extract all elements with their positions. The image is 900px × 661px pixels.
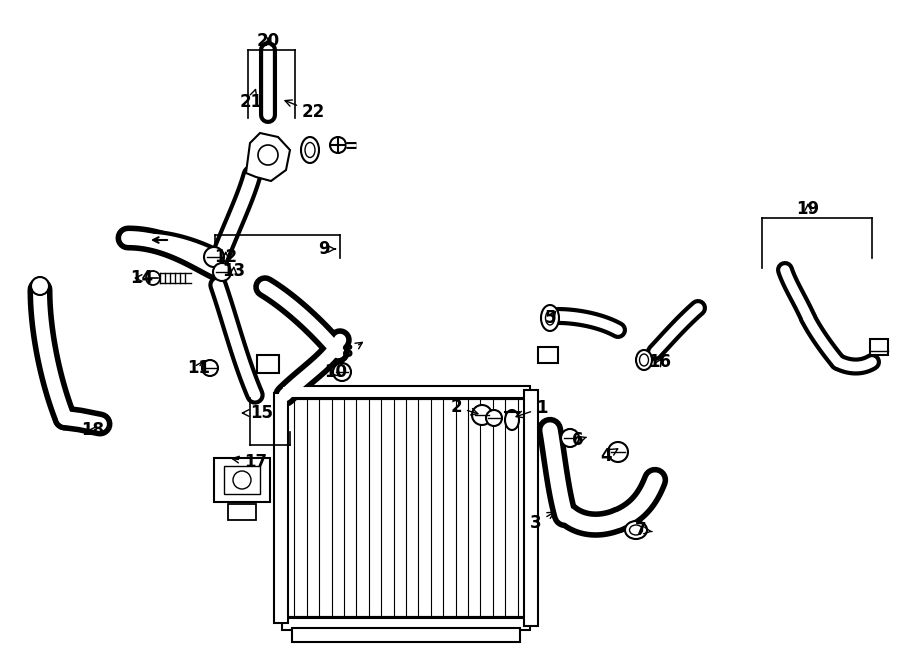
Ellipse shape bbox=[541, 305, 559, 331]
Circle shape bbox=[258, 145, 278, 165]
Bar bbox=[524, 390, 538, 626]
Bar bbox=[292, 628, 520, 642]
Circle shape bbox=[333, 363, 351, 381]
Text: 19: 19 bbox=[796, 200, 820, 218]
Text: 2: 2 bbox=[450, 398, 478, 416]
Text: 15: 15 bbox=[242, 404, 273, 422]
Circle shape bbox=[146, 271, 160, 285]
Circle shape bbox=[204, 247, 224, 267]
Ellipse shape bbox=[563, 429, 577, 447]
Circle shape bbox=[233, 471, 251, 489]
Ellipse shape bbox=[505, 410, 519, 430]
Polygon shape bbox=[282, 398, 530, 618]
Circle shape bbox=[472, 405, 492, 425]
Polygon shape bbox=[246, 133, 290, 181]
Bar bbox=[228, 504, 256, 520]
Circle shape bbox=[486, 410, 502, 426]
Text: 5: 5 bbox=[545, 309, 556, 327]
Text: 3: 3 bbox=[530, 512, 554, 532]
Circle shape bbox=[608, 442, 628, 462]
Text: 10: 10 bbox=[324, 363, 347, 381]
Text: 11: 11 bbox=[187, 359, 210, 377]
Bar bbox=[224, 466, 260, 494]
Text: 7: 7 bbox=[635, 521, 652, 539]
Ellipse shape bbox=[305, 143, 315, 157]
Text: 4: 4 bbox=[600, 447, 617, 465]
Text: 14: 14 bbox=[130, 269, 153, 287]
Text: 22: 22 bbox=[285, 100, 325, 121]
Circle shape bbox=[202, 360, 218, 376]
Text: 17: 17 bbox=[232, 453, 267, 471]
Bar bbox=[257, 355, 279, 373]
Bar bbox=[870, 339, 888, 355]
Bar bbox=[274, 393, 288, 623]
Text: 12: 12 bbox=[214, 248, 237, 266]
Text: 20: 20 bbox=[256, 32, 280, 50]
Text: 21: 21 bbox=[240, 89, 263, 111]
Ellipse shape bbox=[625, 521, 647, 539]
Bar bbox=[282, 386, 530, 398]
Ellipse shape bbox=[640, 354, 649, 366]
Circle shape bbox=[561, 429, 579, 447]
Text: 9: 9 bbox=[318, 240, 336, 258]
Bar bbox=[538, 347, 558, 363]
Bar bbox=[282, 618, 530, 630]
Text: 13: 13 bbox=[222, 262, 245, 280]
Ellipse shape bbox=[629, 525, 643, 535]
Text: 1: 1 bbox=[516, 399, 547, 418]
Ellipse shape bbox=[301, 137, 319, 163]
Text: 6: 6 bbox=[572, 431, 587, 449]
Text: 8: 8 bbox=[342, 342, 363, 361]
Circle shape bbox=[31, 277, 49, 295]
Text: 18: 18 bbox=[81, 421, 104, 439]
Bar bbox=[214, 458, 270, 502]
Ellipse shape bbox=[545, 311, 554, 325]
Ellipse shape bbox=[636, 350, 652, 370]
Circle shape bbox=[213, 263, 231, 281]
Text: 16: 16 bbox=[648, 353, 671, 371]
Circle shape bbox=[330, 137, 346, 153]
